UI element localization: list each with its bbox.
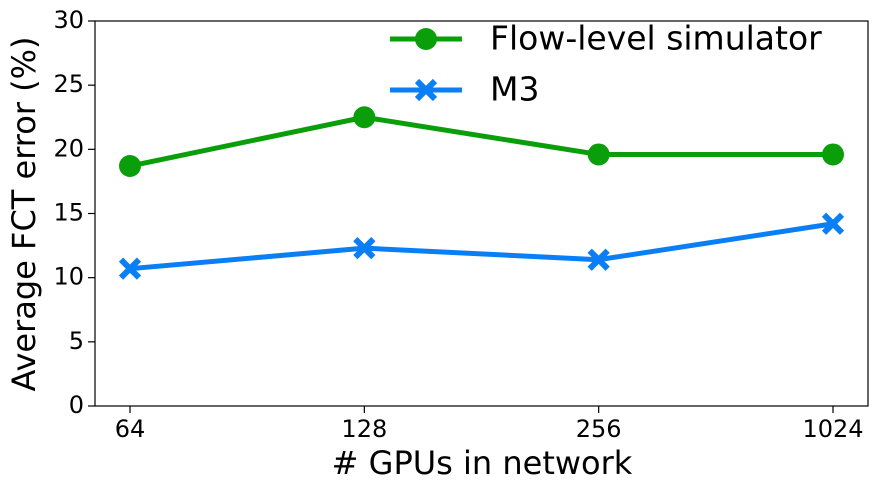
series-line (129, 221, 834, 272)
marker (353, 106, 376, 129)
marker (118, 257, 142, 280)
legend-marker (414, 78, 438, 102)
legend-label: M3 (490, 70, 539, 109)
y-tick-label: 20 (53, 134, 84, 162)
y-tick-label: 10 (53, 263, 84, 291)
marker (353, 237, 376, 260)
legend-label: Flow-level simulator (490, 19, 822, 58)
x-tick-label: 64 (115, 415, 146, 443)
x-tick-label: 1024 (802, 415, 863, 443)
marker (587, 143, 610, 166)
y-tick-label: 5 (69, 327, 84, 355)
marker (587, 248, 610, 271)
marker (822, 143, 844, 166)
x-axis-label: # GPUs in network (332, 444, 633, 482)
y-tick-label: 15 (53, 199, 84, 227)
marker (821, 212, 845, 235)
plot-frame (94, 20, 869, 407)
x-tick-label: 128 (341, 415, 387, 443)
y-axis-label: Average FCT error (%) (5, 36, 43, 391)
y-tick-label: 30 (53, 6, 84, 34)
y-tick-label: 25 (53, 70, 84, 98)
series-line (129, 114, 833, 169)
legend-marker (415, 28, 437, 50)
x-tick-label: 256 (576, 415, 622, 443)
y-tick-label: 0 (69, 391, 84, 419)
marker (119, 155, 141, 178)
